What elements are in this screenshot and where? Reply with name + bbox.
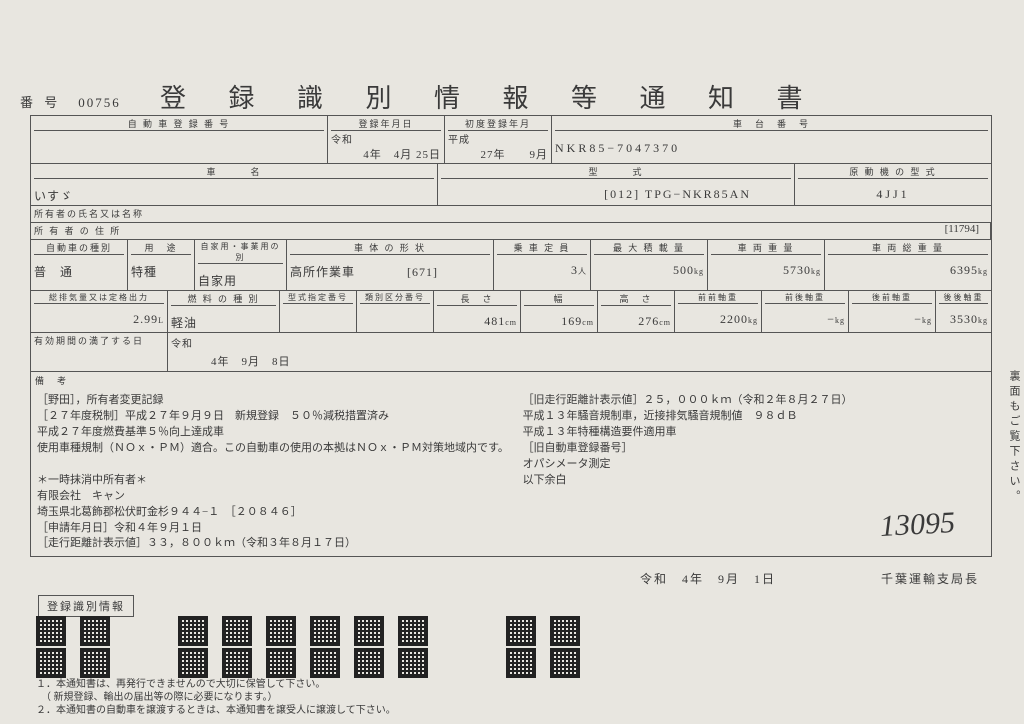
val-make: いすゞ — [34, 179, 434, 204]
qr-code-icon — [550, 616, 580, 646]
document-title: 登 録 識 別 情 報 等 通 知 書 — [160, 78, 821, 115]
qr-code-icon — [398, 648, 428, 678]
qr-code-icon — [266, 648, 296, 678]
qr-code-icon — [310, 616, 340, 646]
hdr-make: 車 名 — [34, 165, 434, 179]
owner-code: [11794] — [945, 223, 979, 235]
hdr-model-code: 型式指定番号 — [283, 292, 353, 304]
val-chassis: NKR85−7047370 — [555, 131, 988, 156]
qr-code-icon — [354, 648, 384, 678]
val-length: 481cm — [437, 306, 517, 329]
val-rf-axle: −kg — [852, 304, 932, 327]
qr-code-icon — [36, 616, 66, 646]
hdr-rr-axle: 後後軸重 — [939, 292, 988, 304]
hdr-load: 最 大 積 載 量 — [594, 241, 704, 255]
footer-office: 千葉運輸支局長 — [881, 570, 979, 587]
qr-code-icon — [506, 648, 536, 678]
val-private: 自家用 — [198, 264, 283, 289]
doc-number: 00756 — [78, 95, 121, 110]
hdr-engine: 原 動 機 の 型 式 — [798, 165, 988, 179]
hdr-owner-addr: 所 有 者 の 住 所 — [34, 224, 987, 237]
val-ff-axle: 2200kg — [678, 304, 758, 327]
hdr-remarks: 備 考 — [31, 372, 991, 389]
hdr-length: 長 さ — [437, 292, 517, 306]
main-table: 自 動 車 登 録 番 号 登録年月日 令和 4年 4月 25日 初度登録年月 … — [30, 115, 992, 557]
qr-code-icon — [222, 616, 252, 646]
val-first-reg: 平成 27年 9月 — [448, 131, 548, 162]
hdr-owner-name: 所有者の氏名又は名称 — [34, 207, 988, 220]
qr-section-label: 登録識別情報 — [38, 595, 134, 617]
hdr-fr-axle: 前後軸重 — [765, 292, 845, 304]
remarks-right: ［旧走行距離計表示値］２５，０００ｋｍ（令和２年８月２７日） 平成１３年騒音規制… — [523, 393, 985, 552]
qr-code-icon — [354, 616, 384, 646]
hdr-weight: 車 両 重 量 — [711, 241, 821, 255]
hdr-rf-axle: 後前軸重 — [852, 292, 932, 304]
qr-code-icon — [310, 648, 340, 678]
hdr-model: 型 式 — [441, 165, 791, 179]
val-capacity: 3人 — [497, 255, 587, 278]
qr-code-icon — [398, 616, 428, 646]
val-rr-axle: 3530kg — [939, 304, 988, 327]
hdr-body: 車 体 の 形 状 — [290, 241, 490, 255]
side-note: 裏面もご覧下さい。 — [1006, 370, 1022, 505]
val-height: 276cm — [601, 306, 671, 329]
hdr-height: 高 さ — [601, 292, 671, 306]
hdr-class-code: 類別区分番号 — [360, 292, 430, 304]
val-width: 169cm — [524, 306, 594, 329]
val-gross: 6395kg — [828, 255, 988, 278]
qr-code-icon — [178, 616, 208, 646]
footer-date: 令和 4年 9月 1日 — [640, 570, 776, 587]
handwritten-number: 13095 — [879, 501, 956, 548]
hdr-chassis: 車 台 番 号 — [555, 117, 988, 131]
remarks-left: ［野田］，所有者変更記録 ［２７年度税制］平成２７年９月９日 新規登録 ５０％減… — [37, 393, 523, 552]
footer-notes: １．本通知書は、再発行できませんので大切に保管して下さい。 （ 新規登録、輸出の… — [36, 678, 396, 717]
hdr-reg-date: 登録年月日 — [331, 117, 441, 131]
qr-code-icon — [506, 616, 536, 646]
hdr-vehicle-type: 自動車の種別 — [34, 241, 124, 255]
qr-code-icon — [36, 648, 66, 678]
hdr-private: 自家用・事業用の別 — [198, 241, 283, 264]
hdr-gross: 車 両 総 重 量 — [828, 241, 988, 255]
hdr-expiry: 有効期間の満了する日 — [34, 334, 164, 347]
val-expiry: 令和 4年 9月 8日 — [168, 333, 991, 371]
val-use: 特種 — [131, 255, 191, 280]
hdr-width: 幅 — [524, 292, 594, 306]
hdr-capacity: 乗 車 定 員 — [497, 241, 587, 255]
hdr-fuel: 燃 料 の 種 別 — [171, 292, 276, 306]
qr-code-icon — [80, 616, 110, 646]
val-load: 500kg — [594, 255, 704, 278]
val-displacement: 2.99L — [34, 304, 164, 327]
val-model: [012] TPG−NKR85AN — [441, 179, 791, 202]
qr-code-icon — [80, 648, 110, 678]
doc-number-label: 番 号 00756 — [20, 92, 121, 111]
val-weight: 5730kg — [711, 255, 821, 278]
val-vehicle-type: 普 通 — [34, 255, 124, 280]
val-engine: 4JJ1 — [798, 179, 988, 202]
hdr-first-reg: 初度登録年月 — [448, 117, 548, 131]
val-reg-no — [34, 131, 324, 157]
hdr-ff-axle: 前前軸重 — [678, 292, 758, 304]
qr-code-icon — [222, 648, 252, 678]
qr-code-icon — [266, 616, 296, 646]
qr-code-icon — [178, 648, 208, 678]
hdr-reg-no: 自 動 車 登 録 番 号 — [34, 117, 324, 131]
hdr-displacement: 総排気量又は定格出力 — [34, 292, 164, 304]
val-reg-date: 令和 4年 4月 25日 — [331, 131, 441, 162]
hdr-use: 用 途 — [131, 241, 191, 255]
qr-code-icon — [550, 648, 580, 678]
val-fr-axle: −kg — [765, 304, 845, 327]
val-fuel: 軽油 — [171, 306, 276, 331]
val-body: 高所作業車 [671] — [290, 255, 490, 280]
